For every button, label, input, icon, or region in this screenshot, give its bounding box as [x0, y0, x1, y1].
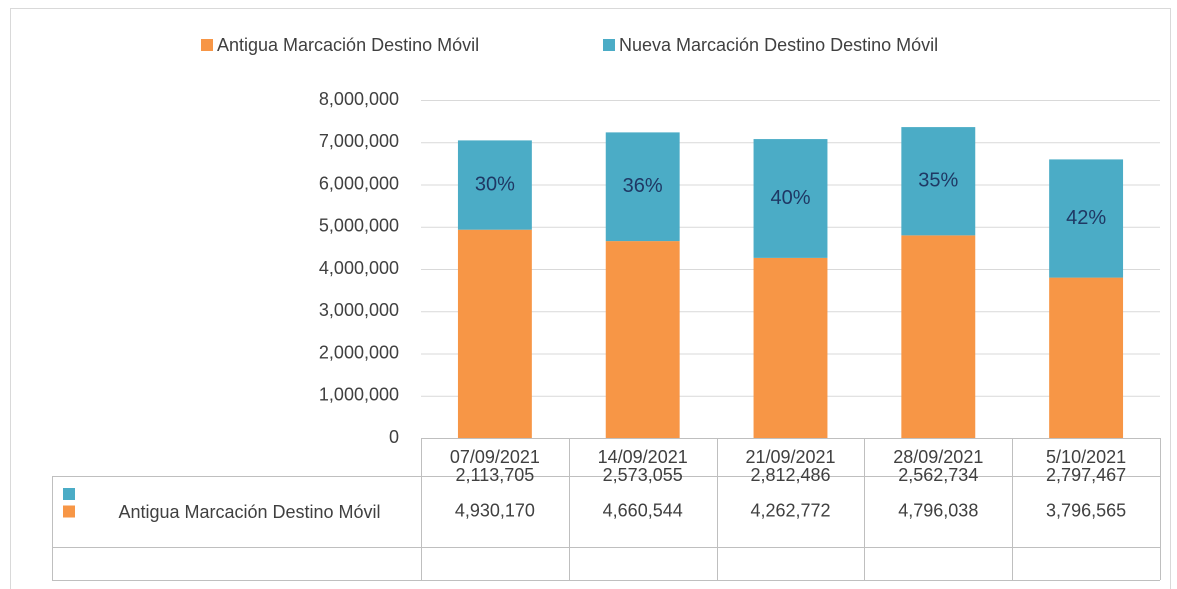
- table-value: 4,796,038: [898, 500, 978, 520]
- x-tick-label: 14/09/2021: [598, 447, 688, 467]
- table-value: 2,562,734: [898, 465, 978, 485]
- legend-label: Nueva Marcación Destino Destino Móvil: [619, 35, 938, 55]
- bar-segment: [753, 139, 828, 258]
- table-value: 2,113,705: [456, 465, 535, 485]
- y-tick-label: 7,000,000: [319, 131, 399, 151]
- legend-label: Antigua Marcación Destino Móvil: [217, 35, 479, 55]
- bar-segment: [457, 140, 532, 230]
- table-value: 4,930,170: [455, 500, 535, 520]
- bar-segment: [457, 229, 532, 438]
- share-label: 40%: [770, 187, 810, 209]
- y-tick-label: 0: [389, 427, 399, 447]
- bar-segment: [901, 127, 976, 236]
- y-tick-label: 1,000,000: [319, 385, 399, 405]
- row-label: Antigua Marcación Destino Móvil: [118, 501, 381, 522]
- legend-swatch: [63, 505, 75, 518]
- x-tick-label: 28/09/2021: [893, 447, 983, 467]
- share-label: 36%: [623, 175, 663, 197]
- bar-segment: [753, 257, 828, 438]
- bar-segment: [901, 235, 976, 438]
- y-tick-label: 3,000,000: [319, 300, 399, 320]
- table-value: 2,573,055: [603, 465, 683, 485]
- x-tick-label: 5/10/2021: [1046, 447, 1126, 467]
- share-label: 42%: [1066, 207, 1106, 229]
- share-label: 35%: [918, 170, 958, 192]
- table-value: 4,262,772: [750, 500, 830, 520]
- bar-segment: [605, 132, 680, 242]
- legend-swatch: [201, 39, 213, 51]
- row-label-box: Antigua Marcación Destino Móvil: [118, 501, 381, 522]
- legend-swatch: [63, 488, 75, 500]
- table-value: 2,797,467: [1046, 465, 1126, 485]
- bar-segment: [605, 241, 680, 438]
- share-label: 30%: [475, 173, 515, 195]
- y-tick-label: 8,000,000: [319, 89, 399, 109]
- table-value: 4,660,544: [603, 500, 683, 520]
- table-value: 3,796,565: [1046, 500, 1126, 520]
- y-tick-label: 2,000,000: [319, 342, 399, 362]
- y-tick-label: 4,000,000: [319, 258, 399, 278]
- legend-swatch: [603, 39, 615, 51]
- table-value: 2,812,486: [750, 465, 830, 485]
- bar-segment: [1049, 159, 1124, 278]
- bar-segment: [1049, 277, 1124, 438]
- y-tick-label: 5,000,000: [319, 216, 399, 236]
- x-tick-label: 07/09/2021: [450, 447, 540, 467]
- chart-border: [10, 8, 1171, 589]
- y-tick-label: 6,000,000: [319, 173, 399, 193]
- x-tick-label: 21/09/2021: [745, 447, 835, 467]
